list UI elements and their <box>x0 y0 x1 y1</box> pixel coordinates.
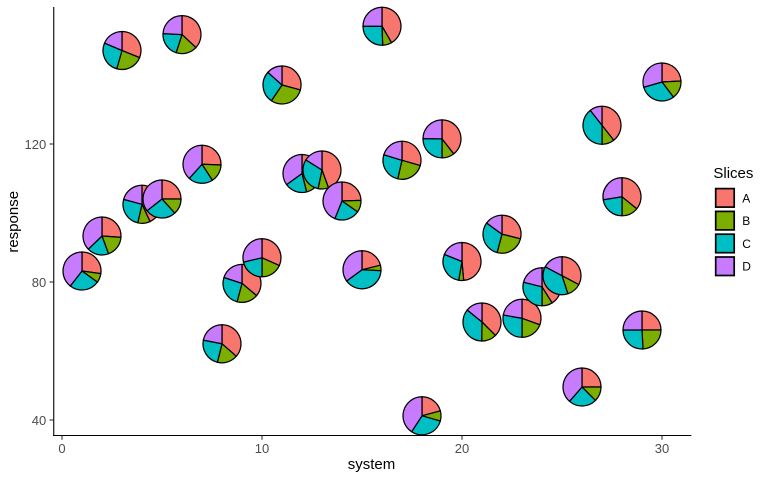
svg-text:system: system <box>348 456 396 473</box>
svg-text:0: 0 <box>58 441 65 456</box>
svg-text:120: 120 <box>24 137 46 152</box>
svg-text:A: A <box>742 191 750 205</box>
svg-text:B: B <box>742 214 750 228</box>
svg-text:80: 80 <box>32 275 46 290</box>
svg-text:20: 20 <box>455 441 469 456</box>
svg-text:D: D <box>742 260 751 274</box>
svg-text:30: 30 <box>655 441 669 456</box>
svg-text:response: response <box>5 191 22 253</box>
svg-text:Slices: Slices <box>713 165 753 182</box>
svg-text:40: 40 <box>32 413 46 428</box>
svg-text:C: C <box>742 237 751 251</box>
svg-text:10: 10 <box>255 441 269 456</box>
